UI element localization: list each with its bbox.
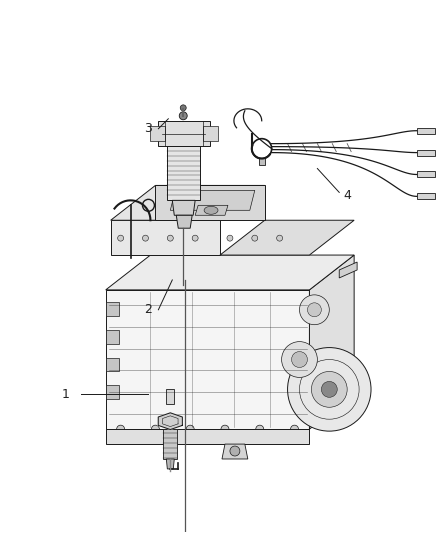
Circle shape xyxy=(192,235,198,241)
Polygon shape xyxy=(158,413,182,430)
Circle shape xyxy=(221,425,229,433)
Circle shape xyxy=(252,235,258,241)
Ellipse shape xyxy=(204,206,218,214)
Polygon shape xyxy=(167,146,200,200)
Circle shape xyxy=(277,235,283,241)
Polygon shape xyxy=(220,220,354,255)
Circle shape xyxy=(152,425,159,433)
Circle shape xyxy=(307,303,321,317)
Circle shape xyxy=(179,112,187,120)
Polygon shape xyxy=(150,126,165,141)
Circle shape xyxy=(230,446,240,456)
Circle shape xyxy=(180,105,186,111)
Polygon shape xyxy=(166,389,174,404)
Polygon shape xyxy=(163,429,177,459)
Polygon shape xyxy=(417,193,434,199)
Polygon shape xyxy=(203,126,218,141)
Polygon shape xyxy=(111,185,265,220)
Polygon shape xyxy=(417,150,434,156)
Polygon shape xyxy=(106,385,119,399)
Text: 2: 2 xyxy=(145,303,152,316)
Polygon shape xyxy=(417,128,434,134)
Polygon shape xyxy=(172,200,195,215)
Polygon shape xyxy=(106,290,309,429)
Polygon shape xyxy=(106,255,354,290)
Text: 1: 1 xyxy=(62,388,70,401)
Polygon shape xyxy=(106,330,119,344)
Polygon shape xyxy=(106,358,119,372)
Polygon shape xyxy=(159,121,210,146)
Circle shape xyxy=(117,425,124,433)
Circle shape xyxy=(311,372,347,407)
Polygon shape xyxy=(195,205,228,215)
Circle shape xyxy=(256,425,264,433)
Circle shape xyxy=(227,235,233,241)
Circle shape xyxy=(321,382,337,397)
Polygon shape xyxy=(155,185,265,220)
Circle shape xyxy=(292,352,307,367)
Polygon shape xyxy=(106,302,119,316)
Polygon shape xyxy=(176,215,192,228)
Polygon shape xyxy=(111,220,220,255)
Circle shape xyxy=(288,348,371,431)
Polygon shape xyxy=(309,255,354,429)
Polygon shape xyxy=(222,444,248,459)
Circle shape xyxy=(167,235,173,241)
Polygon shape xyxy=(259,158,265,165)
Polygon shape xyxy=(339,262,357,278)
Circle shape xyxy=(118,235,124,241)
Text: 3: 3 xyxy=(145,122,152,135)
Circle shape xyxy=(186,425,194,433)
Circle shape xyxy=(282,342,318,377)
Circle shape xyxy=(290,425,298,433)
Circle shape xyxy=(300,295,329,325)
Polygon shape xyxy=(417,172,434,177)
Circle shape xyxy=(142,235,148,241)
Polygon shape xyxy=(106,429,309,444)
Polygon shape xyxy=(170,190,255,211)
Polygon shape xyxy=(166,459,174,469)
Text: 4: 4 xyxy=(343,189,351,202)
